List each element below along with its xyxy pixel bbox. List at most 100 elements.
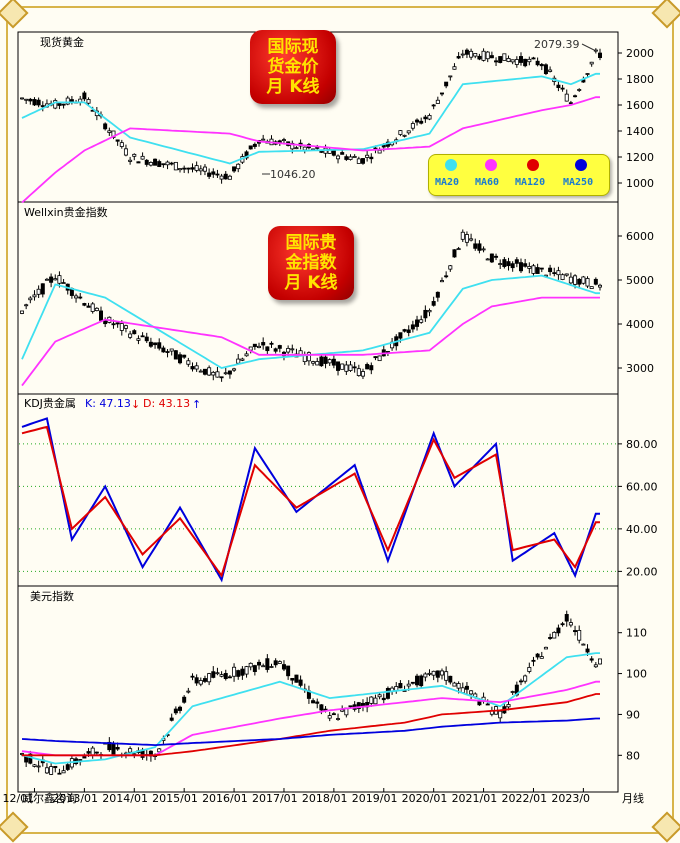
candle-body — [215, 672, 220, 675]
axis-ticks: 2000 1800 1600 1400 1200 1000 6000 5000 4000 3000… — [618, 47, 658, 762]
candle-body — [423, 116, 428, 120]
candle-body — [360, 702, 365, 707]
candle-body — [444, 275, 449, 278]
candle-body — [377, 355, 382, 362]
candle-body — [423, 309, 428, 319]
candle-body — [182, 696, 187, 703]
candle-body — [439, 92, 444, 95]
candle-body — [452, 682, 457, 687]
candle-body — [581, 643, 586, 646]
candle-body — [543, 646, 548, 650]
candle-body — [269, 666, 274, 668]
gold-bubble-line-1: 国际现 — [267, 37, 319, 57]
candle-body — [527, 667, 532, 672]
candle-body — [598, 52, 603, 59]
candle-body — [352, 366, 357, 369]
candle-body — [178, 354, 183, 364]
candle-body — [527, 58, 532, 63]
candle-body — [28, 98, 33, 102]
legend-label-ma120: MA120 — [515, 177, 546, 188]
legend-dot-ma20 — [445, 159, 457, 171]
candle-body — [577, 89, 582, 91]
candle-body — [252, 665, 257, 672]
candle-body — [498, 263, 503, 265]
candle-body — [593, 278, 598, 285]
candle-body — [356, 368, 361, 376]
kdj-k-arrow: ↓ — [131, 398, 140, 411]
candle-body — [161, 163, 166, 166]
x-tick-label: 2022/01 — [501, 792, 547, 805]
candle-body — [178, 706, 183, 711]
candle-body — [523, 263, 528, 267]
candle-body — [227, 676, 232, 679]
candle-body — [323, 356, 328, 364]
candle-body — [298, 679, 303, 686]
candle-body — [435, 291, 440, 298]
candle-body — [452, 249, 457, 258]
candle-body — [427, 115, 432, 120]
candle-body — [598, 284, 603, 288]
candle-body — [244, 353, 249, 357]
candle-body — [165, 351, 170, 353]
candle-body — [410, 123, 415, 129]
candle-body — [215, 173, 220, 176]
candle-body — [78, 296, 83, 299]
legend-label-ma250: MA250 — [563, 177, 594, 188]
y-tick-label: 80 — [626, 749, 640, 762]
candle-body — [573, 630, 578, 633]
candle-body — [356, 158, 361, 164]
candle-body — [415, 675, 420, 686]
candle-body — [481, 50, 486, 61]
candle-body — [548, 637, 553, 639]
现货黄金-MA60-line — [21, 96, 600, 204]
gold-bubble: 国际现 货金价 月 K线 — [250, 30, 336, 104]
candle-body — [448, 675, 453, 683]
candle-body — [539, 656, 544, 659]
candle-body — [65, 764, 70, 770]
candle-body — [277, 661, 282, 664]
kdj-d-label: D: 43.13 — [143, 397, 190, 410]
candle-body — [331, 149, 336, 156]
candle-body — [548, 69, 553, 72]
gold-low-label: 1046.20 — [270, 168, 316, 181]
candle-body — [360, 371, 365, 377]
candle-body — [28, 753, 33, 764]
candle-body — [57, 275, 62, 284]
y-tick-label: 60.00 — [626, 480, 658, 493]
candle-body — [28, 297, 33, 301]
candle-body — [510, 691, 515, 693]
candle-body — [169, 717, 174, 721]
ma-legend: MA20 MA60 MA120 MA250 — [428, 154, 610, 196]
candle-body — [49, 766, 54, 775]
candle-body — [115, 747, 120, 750]
candle-body — [36, 288, 41, 295]
candle-body — [319, 356, 324, 367]
candle-body — [506, 261, 511, 267]
candle-body — [232, 368, 237, 371]
candle-body — [502, 259, 507, 267]
candle-body — [265, 658, 270, 670]
candle-body — [261, 138, 266, 141]
candle-body — [319, 704, 324, 711]
candle-body — [552, 631, 557, 639]
candle-body — [40, 105, 45, 108]
candle-body — [236, 163, 241, 170]
candle-body — [32, 764, 37, 767]
KDJ贵金属-D-line — [21, 425, 600, 578]
candle-body — [119, 142, 124, 147]
candle-body — [207, 367, 212, 376]
candle-body — [336, 155, 341, 160]
candle-body — [556, 270, 561, 276]
美元指数-MA250-line — [21, 717, 600, 747]
candle-body — [581, 276, 586, 284]
candle-body — [194, 677, 199, 684]
candle-body — [211, 171, 216, 175]
candle-body — [344, 364, 349, 372]
candle-body — [169, 162, 174, 165]
candle-body — [456, 683, 461, 689]
candle-body — [173, 161, 178, 171]
candle-body — [415, 319, 420, 327]
candle-body — [331, 358, 336, 366]
candle-body — [373, 697, 378, 705]
candle-body — [186, 690, 191, 693]
